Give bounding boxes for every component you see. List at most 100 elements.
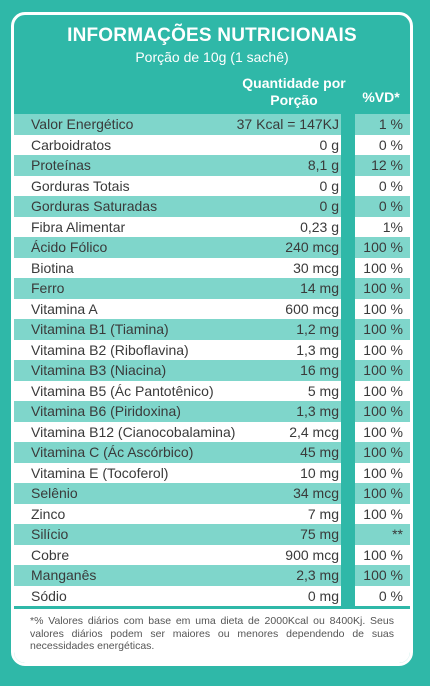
nutrition-table: Valor Energético 37 Kcal = 147KJ 1 % Carboi… — [14, 114, 410, 606]
table-row: Zinco 7 mg 100 % — [14, 503, 410, 524]
nutrient-vd: 100 % — [363, 444, 403, 460]
column-divider — [341, 442, 355, 463]
nutrient-name: Gorduras Totais — [31, 177, 130, 194]
nutrient-quantity: 5 mg — [307, 382, 339, 399]
column-divider — [341, 524, 355, 545]
table-row: Manganês 2,3 mg 100 % — [14, 565, 410, 586]
column-divider — [341, 155, 355, 176]
nutrient-name: Vitamina B5 (Ác Pantotênico) — [31, 382, 214, 399]
nutrient-vd: 0 % — [378, 177, 403, 194]
column-divider — [341, 421, 355, 442]
nutrient-name: Vitamina B2 (Riboflavina) — [31, 341, 189, 358]
table-row: Vitamina B2 (Riboflavina) 1,3 mg 100 % — [14, 339, 410, 360]
nutrient-vd: 100 % — [363, 259, 403, 276]
nutrient-name: Vitamina C (Ác Ascórbico) — [31, 444, 194, 460]
page-title: INFORMAÇÕES NUTRICIONAIS — [67, 25, 357, 46]
column-divider — [341, 257, 355, 278]
column-header-quantity: Quantidade por Porção — [242, 75, 346, 108]
nutrient-vd: 1% — [382, 218, 403, 235]
nutrient-quantity: 900 mcg — [285, 546, 339, 563]
nutrient-vd: 0 % — [378, 136, 403, 153]
serving-size: Porção de 10g (1 sachê) — [135, 49, 289, 65]
nutrient-name: Cobre — [31, 546, 70, 563]
nutrient-quantity: 75 mg — [300, 526, 339, 542]
column-header-vd: %VD* — [362, 89, 400, 105]
footnote-text: *% Valores diários com base em uma dieta… — [30, 615, 394, 652]
column-divider — [341, 237, 355, 258]
table-row: Ferro 14 mg 100 % — [14, 278, 410, 299]
column-divider — [341, 196, 355, 217]
nutrient-vd: 100 % — [363, 382, 403, 399]
nutrient-name: Vitamina B12 (Cianocobalamina) — [31, 423, 236, 440]
nutrient-vd: 100 % — [363, 505, 403, 522]
nutrient-vd: 100 % — [363, 567, 403, 583]
column-divider — [341, 565, 355, 586]
column-divider — [341, 380, 355, 401]
nutrient-quantity: 2,3 mg — [296, 567, 339, 583]
column-divider — [341, 544, 355, 565]
nutrient-quantity: 45 mg — [300, 444, 339, 460]
nutrient-vd: 100 % — [363, 300, 403, 317]
nutrient-quantity: 0 g — [319, 198, 339, 214]
nutrient-name: Ácido Fólico — [31, 239, 108, 255]
nutrient-vd: 100 % — [363, 423, 403, 440]
column-divider — [341, 339, 355, 360]
table-row: Cobre 900 mcg 100 % — [14, 544, 410, 565]
nutrient-name: Vitamina B6 (Piridoxina) — [31, 403, 181, 419]
nutrient-quantity: 1,2 mg — [296, 321, 339, 337]
nutrient-quantity: 1,3 mg — [296, 341, 339, 358]
nutrient-quantity: 0 g — [319, 177, 339, 194]
nutrient-name: Gorduras Saturadas — [31, 198, 158, 214]
nutrient-quantity: 7 mg — [307, 505, 339, 522]
column-divider — [341, 585, 355, 606]
nutrient-quantity: 16 mg — [300, 362, 339, 378]
table-row: Vitamina B6 (Piridoxina) 1,3 mg 100 % — [14, 401, 410, 422]
nutrient-quantity: 240 mcg — [285, 239, 339, 255]
nutrient-name: Manganês — [31, 567, 97, 583]
table-row: Carboidratos 0 g 0 % — [14, 134, 410, 155]
table-row: Vitamina E (Tocoferol) 10 mg 100 % — [14, 462, 410, 483]
nutrient-vd: 100 % — [363, 341, 403, 358]
nutrient-vd: 100 % — [363, 546, 403, 563]
table-row: Vitamina B1 (Tiamina) 1,2 mg 100 % — [14, 319, 410, 340]
column-divider — [341, 462, 355, 483]
table-row: Vitamina C (Ác Ascórbico) 45 mg 100 % — [14, 442, 410, 463]
footnote: *% Valores diários com base em uma dieta… — [14, 609, 410, 663]
nutrient-name: Ferro — [31, 280, 65, 296]
table-row: Gorduras Totais 0 g 0 % — [14, 175, 410, 196]
table-row: Vitamina A 600 mcg 100 % — [14, 298, 410, 319]
nutrient-vd: 12 % — [371, 157, 403, 173]
column-divider — [341, 114, 355, 135]
table-row: Proteínas 8,1 g 12 % — [14, 155, 410, 176]
column-divider — [341, 503, 355, 524]
nutrient-quantity: 10 mg — [300, 464, 339, 481]
nutrient-name: Biotina — [31, 259, 74, 276]
table-row: Gorduras Saturadas 0 g 0 % — [14, 196, 410, 217]
nutrient-quantity: 0 mg — [307, 587, 339, 604]
nutrient-quantity: 1,3 mg — [296, 403, 339, 419]
nutrient-vd: 100 % — [363, 464, 403, 481]
nutrient-name: Carboidratos — [31, 136, 112, 153]
nutrient-quantity: 0 g — [319, 136, 339, 153]
nutrient-vd: 100 % — [363, 321, 403, 337]
table-row: Biotina 30 mcg 100 % — [14, 257, 410, 278]
table-row: Fibra Alimentar 0,23 g 1% — [14, 216, 410, 237]
nutrient-name: Sódio — [31, 587, 67, 604]
nutrient-quantity: 2,4 mcg — [289, 423, 339, 440]
column-divider — [341, 360, 355, 381]
nutrient-vd: 0 % — [378, 198, 403, 214]
column-divider — [341, 216, 355, 237]
table-row: Silício 75 mg ** — [14, 524, 410, 545]
nutrient-name: Fibra Alimentar — [31, 218, 126, 235]
column-divider — [341, 278, 355, 299]
table-row: Sódio 0 mg 0 % — [14, 585, 410, 606]
table-row: Vitamina B5 (Ác Pantotênico) 5 mg 100 % — [14, 380, 410, 401]
column-divider — [341, 175, 355, 196]
nutrient-quantity: 14 mg — [300, 280, 339, 296]
nutrient-vd: 100 % — [363, 280, 403, 296]
nutrient-vd: ** — [392, 526, 403, 542]
nutrient-name: Vitamina E (Tocoferol) — [31, 464, 169, 481]
nutrient-name: Zinco — [31, 505, 66, 522]
nutrient-name: Vitamina B1 (Tiamina) — [31, 321, 169, 337]
nutrient-name: Valor Energético — [31, 116, 134, 132]
